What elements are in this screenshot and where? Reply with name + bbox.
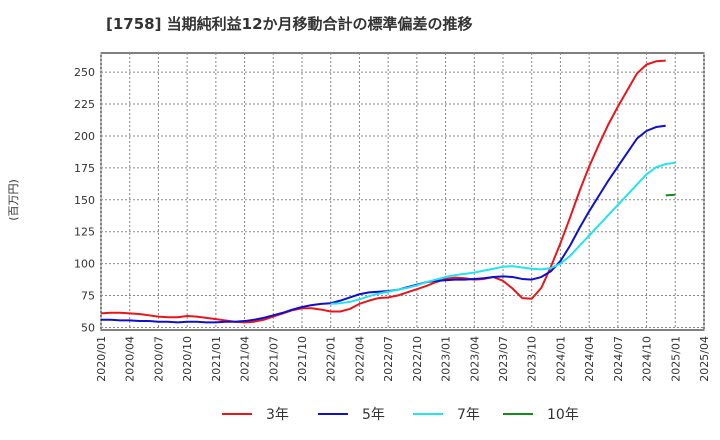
legend-label-2: 5年	[362, 407, 385, 423]
x-tick-label: 2021/04	[239, 336, 252, 382]
y-axis-ticks: 50 75 100 125 150 175 200 225 250	[74, 66, 95, 334]
x-tick-label: 2020/07	[152, 336, 165, 382]
grid-lines	[100, 53, 705, 330]
x-tick-label: 2024/07	[612, 336, 625, 382]
x-tick-label: 2022/10	[411, 336, 424, 382]
chart-title: [1758] 当期純利益12か月移動合計の標準偏差の推移	[106, 15, 473, 33]
y-tick-label: 100	[74, 258, 95, 271]
y-tick-label: 50	[81, 321, 95, 334]
y-tick-label: 200	[74, 130, 95, 143]
series-line-4	[665, 193, 676, 197]
y-axis-label: (百万円)	[7, 179, 20, 221]
x-tick-label: 2025/04	[698, 336, 711, 382]
x-tick-label: 2023/10	[526, 336, 539, 382]
series-line-3	[330, 161, 676, 305]
x-tick-label: 2022/01	[325, 336, 338, 382]
x-tick-label: 2023/07	[497, 336, 510, 382]
x-tick-label: 2021/01	[210, 336, 223, 382]
y-tick-label: 150	[74, 194, 95, 207]
y-tick-label: 225	[74, 98, 95, 111]
series-line-1	[100, 59, 666, 324]
x-axis-ticks: 2020/01 2020/04 2020/07 2020/10 2021/01 2021/…	[95, 336, 711, 382]
legend-label-3: 7年	[457, 407, 480, 423]
y-tick-label: 175	[74, 162, 95, 175]
x-tick-label: 2024/01	[554, 336, 567, 382]
legend-label-4: 10年	[547, 407, 579, 423]
x-tick-label: 2020/04	[124, 336, 137, 382]
legend-label-1: 3年	[266, 407, 289, 423]
x-tick-label: 2020/10	[181, 336, 194, 382]
x-tick-label: 2021/07	[267, 336, 280, 382]
plot-area	[100, 52, 705, 331]
y-tick-label: 125	[74, 226, 95, 239]
x-tick-label: 2024/04	[583, 336, 596, 382]
y-tick-label: 250	[74, 66, 95, 79]
x-tick-label: 2025/01	[669, 336, 682, 382]
x-tick-label: 2021/10	[296, 336, 309, 382]
series-lines	[100, 59, 676, 324]
x-tick-label: 2023/01	[440, 336, 453, 382]
x-tick-label: 2023/04	[468, 336, 481, 382]
series-line-2	[101, 124, 666, 324]
x-tick-label: 2022/04	[353, 336, 366, 382]
x-tick-label: 2020/01	[95, 336, 108, 382]
y-tick-label: 75	[81, 290, 95, 303]
legend: 3年 5年 7年 10年	[222, 407, 579, 423]
x-tick-label: 2022/07	[382, 336, 395, 382]
x-tick-label: 2024/10	[641, 336, 654, 382]
